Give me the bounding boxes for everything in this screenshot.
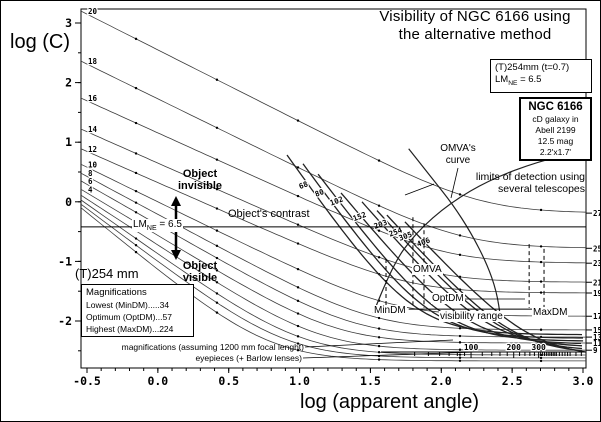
svg-text:6: 6 — [88, 177, 93, 186]
magnification-optimum: Optimum (OptDM)...57 — [86, 312, 172, 322]
svg-text:3: 3 — [65, 16, 72, 30]
svg-text:13: 13 — [593, 333, 600, 342]
svg-text:2.5: 2.5 — [502, 374, 523, 388]
dashed-markers — [385, 217, 545, 308]
svg-text:0.0: 0.0 — [147, 374, 168, 388]
svg-text:23: 23 — [593, 259, 600, 268]
svg-text:1.5: 1.5 — [360, 374, 381, 388]
object-size: 2.2'x1.7' — [539, 147, 572, 157]
magnification-highest: Highest (MaxDM)...224 — [86, 324, 174, 334]
object-magnitude: 12.5 mag — [537, 136, 574, 146]
svg-text:3.0: 3.0 — [573, 374, 594, 388]
objects-contrast-label: Object's contrast — [228, 208, 310, 220]
svg-text:14: 14 — [88, 125, 98, 134]
svg-text:68: 68 — [298, 179, 310, 191]
svg-text:16: 16 — [88, 94, 98, 103]
svg-text:-0.5: -0.5 — [73, 374, 101, 388]
magnification-ruler: 100 200 300 — [381, 342, 586, 358]
svg-text:15: 15 — [593, 326, 600, 335]
svg-text:11: 11 — [593, 339, 600, 348]
omva-label: OMVA — [412, 264, 443, 275]
svg-text:2.0: 2.0 — [431, 374, 452, 388]
object-info-box: NGC 6166 cD galaxy in Abell 2199 12.5 ma… — [519, 97, 592, 161]
telescope-info-line2: LMNE = 6.5 — [495, 74, 542, 87]
maxdm-label: MaxDM — [532, 307, 569, 318]
chart-title: Visibility of NGC 6166 using the alterna… — [335, 8, 600, 44]
magnification-lowest: Lowest (MinDM).....34 — [86, 300, 170, 310]
annotation-pointers — [302, 167, 525, 359]
plot-border — [80, 8, 587, 369]
svg-text:17: 17 — [593, 312, 600, 321]
svg-text:25: 25 — [593, 244, 600, 253]
lm-line-label: LMNE = 6.5 — [132, 219, 183, 232]
omva-curve — [372, 150, 584, 314]
svg-text:12: 12 — [88, 145, 97, 154]
eyepieces-note: eyepieces (+ Barlow lenses) — [195, 353, 302, 363]
svg-text:27: 27 — [593, 209, 600, 218]
chart-title-line1: Visibility of NGC 6166 using — [379, 8, 571, 25]
mindm-label: MinDM — [373, 305, 407, 316]
telescope-info-box: (T)254mm (t=0.7) LMNE = 6.5 — [490, 59, 592, 93]
svg-text:4: 4 — [88, 185, 93, 194]
svg-text:18: 18 — [88, 57, 98, 66]
chart-title-line2: the alternative method — [398, 26, 552, 43]
curve-labels: 20 27 18 25 16 23 14 21 12 19 10 17 8 15 6 13 4 119 — [87, 6, 600, 355]
x-axis-label: log (apparent angle) — [300, 391, 480, 413]
telescope-info-line1: (T)254mm (t=0.7) — [495, 62, 570, 73]
y-axis-label: log (C) — [10, 31, 71, 53]
magnifications-header: Magnifications — [86, 287, 147, 298]
object-type: cD galaxy in — [532, 114, 579, 124]
svg-text:9: 9 — [593, 346, 598, 355]
svg-text:0.5: 0.5 — [218, 374, 239, 388]
svg-text:20: 20 — [88, 7, 98, 16]
threshold-curves — [81, 10, 586, 362]
svg-text:8: 8 — [88, 169, 93, 178]
magnifications-box: Magnifications Lowest (MinDM).....34 Opt… — [81, 284, 194, 337]
optdm-label: OptDM — [431, 293, 465, 304]
object-visible-label: Object visible — [182, 260, 218, 284]
svg-text:100: 100 — [464, 343, 479, 352]
svg-text:-1: -1 — [58, 254, 72, 268]
svg-text:80: 80 — [314, 187, 326, 199]
object-name: NGC 6166 — [528, 101, 583, 113]
object-cluster: Abell 2199 — [535, 125, 576, 135]
object-invisible-label: Object invisible — [177, 168, 223, 192]
limits-of-detection-label: limits of detection using several telesco… — [475, 171, 585, 195]
telescope-label: (T)254 mm — [75, 266, 139, 281]
svg-text:21: 21 — [593, 278, 600, 287]
svg-text:1: 1 — [65, 135, 72, 149]
limits-of-detection-curve — [408, 148, 502, 320]
svg-text:2: 2 — [65, 76, 72, 90]
omva-curve-label: OMVA's curve — [440, 143, 476, 166]
svg-text:300: 300 — [531, 343, 546, 352]
svg-text:10: 10 — [88, 160, 98, 169]
svg-text:-2: -2 — [58, 314, 72, 328]
magnifications-note: magnifications (assuming 1200 mm focal l… — [121, 342, 304, 352]
svg-text:200: 200 — [506, 343, 521, 352]
svg-text:1.0: 1.0 — [289, 374, 310, 388]
curve-marker-dots — [134, 37, 543, 363]
svg-text:0: 0 — [65, 195, 72, 209]
svg-text:19: 19 — [593, 289, 600, 298]
visibility-range-label: visibility range — [439, 311, 504, 322]
